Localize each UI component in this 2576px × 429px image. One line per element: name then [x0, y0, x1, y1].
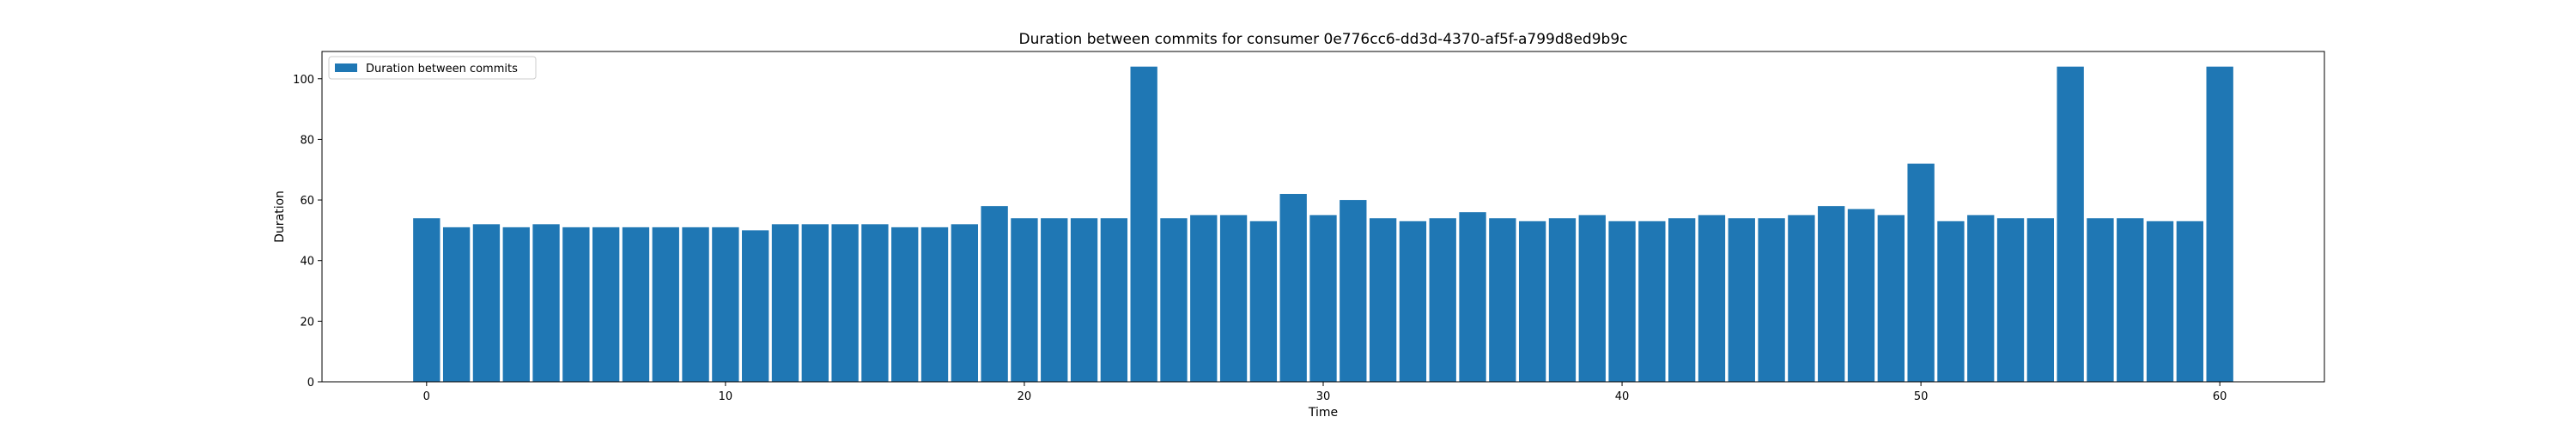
- bar: [1937, 221, 1965, 382]
- y-axis-label: Duration: [273, 190, 287, 243]
- x-tick-label: 20: [1018, 390, 1032, 403]
- bar: [1130, 66, 1157, 382]
- bar: [1190, 214, 1218, 382]
- y-axis: 0 20 40 60 80 100: [293, 74, 322, 390]
- bar: [1877, 214, 1905, 382]
- bar: [2057, 66, 2084, 382]
- bar: [920, 227, 949, 382]
- bar: [1429, 218, 1456, 382]
- bar: [682, 227, 709, 382]
- bar: [1100, 218, 1128, 382]
- bar: [1070, 218, 1098, 382]
- y-tick-label: 40: [300, 256, 314, 269]
- bar: [1279, 194, 1307, 382]
- bar: [1967, 214, 1995, 382]
- bar: [1638, 221, 1666, 382]
- bar: [592, 227, 620, 382]
- bar: [1668, 218, 1696, 382]
- bar: [1548, 218, 1577, 382]
- bar: [771, 224, 799, 382]
- bar: [1698, 214, 1726, 382]
- bar: [1578, 214, 1606, 382]
- bar: [1459, 212, 1486, 382]
- y-tick-label: 100: [293, 74, 314, 87]
- bar: [742, 230, 769, 382]
- bar: [1399, 221, 1427, 382]
- bar: [1011, 218, 1038, 382]
- bar: [2117, 218, 2144, 382]
- bar: [2087, 218, 2114, 382]
- bar: [652, 227, 679, 382]
- bar: [891, 227, 919, 382]
- bar: [1219, 214, 1248, 382]
- bar: [1996, 218, 2025, 382]
- bar: [532, 224, 560, 382]
- x-axis: 0 10 20 30 40 50 60: [423, 382, 2227, 403]
- y-tick-label: 0: [307, 377, 314, 390]
- bar: [1518, 221, 1546, 382]
- bar: [1788, 214, 1815, 382]
- bar: [472, 224, 501, 382]
- bar: [831, 224, 859, 382]
- y-tick-label: 80: [300, 134, 314, 147]
- bar: [2026, 218, 2055, 382]
- bar: [1907, 163, 1935, 382]
- legend-swatch: [335, 63, 357, 72]
- x-tick-label: 30: [1316, 390, 1331, 403]
- bar: [1489, 218, 1516, 382]
- bar: [1309, 214, 1337, 382]
- bar: [2206, 66, 2233, 382]
- x-tick-label: 0: [423, 390, 430, 403]
- y-tick-label: 20: [300, 316, 314, 329]
- bar: [2176, 221, 2204, 382]
- x-tick-label: 50: [1914, 390, 1929, 403]
- bar: [1041, 218, 1068, 382]
- bar: [562, 227, 590, 382]
- chart-title: Duration between commits for consumer 0e…: [1018, 31, 1627, 48]
- bar: [801, 224, 829, 382]
- bar: [1847, 208, 1875, 382]
- bar: [981, 206, 1008, 382]
- bar: [1608, 221, 1636, 382]
- x-axis-label: Time: [1308, 406, 1338, 420]
- bar: [1340, 200, 1367, 382]
- x-tick-label: 40: [1615, 390, 1630, 403]
- bar-group: [413, 66, 2233, 382]
- x-tick-label: 10: [719, 390, 733, 403]
- legend-label: Duration between commits: [366, 63, 518, 76]
- bar: [1818, 206, 1845, 382]
- bar: [442, 227, 471, 382]
- x-tick-label: 60: [2213, 390, 2227, 403]
- bar: [861, 224, 889, 382]
- bar: [1160, 218, 1188, 382]
- bar: [413, 218, 440, 382]
- bar: [1728, 218, 1755, 382]
- y-tick-label: 60: [300, 195, 314, 208]
- legend-box: [328, 56, 537, 80]
- bar: [712, 227, 739, 382]
- bar: [622, 227, 650, 382]
- legend: Duration between commits: [328, 56, 537, 80]
- bar: [1758, 218, 1785, 382]
- bar: [1369, 218, 1397, 382]
- bar: [1249, 221, 1278, 382]
- bar: [502, 227, 530, 382]
- bar: [951, 224, 978, 382]
- bar: [2146, 221, 2174, 382]
